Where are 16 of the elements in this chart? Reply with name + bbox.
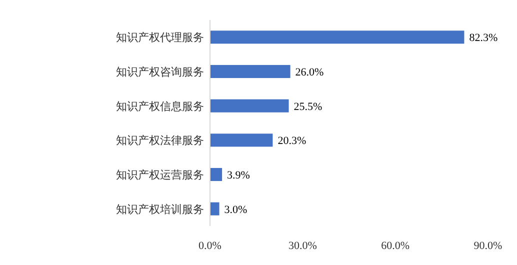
x-tick-label: 60.0% bbox=[381, 240, 410, 252]
data-label: 25.5% bbox=[294, 100, 322, 113]
data-label: 3.9% bbox=[227, 170, 250, 182]
data-label: 26.0% bbox=[295, 66, 324, 78]
data-label: 3.0% bbox=[224, 204, 248, 216]
x-tick-label: 30.0% bbox=[288, 240, 317, 252]
y-tick-label: 知识产权代理服务 bbox=[116, 31, 204, 44]
y-tick-label: 知识产权咨询服务 bbox=[116, 66, 204, 78]
y-tick-label: 知识产权培训服务 bbox=[116, 202, 204, 216]
data-label: 82.3% bbox=[469, 32, 498, 44]
data-label: 20.3% bbox=[278, 135, 306, 148]
x-tick-label: 90.0% bbox=[474, 240, 502, 252]
x-tick-label: 0.0% bbox=[198, 240, 222, 252]
y-tick-label: 知识产权运营服务 bbox=[116, 168, 204, 182]
y-tick-label: 知识产权信息服务 bbox=[116, 100, 204, 113]
y-tick-label: 知识产权法律服务 bbox=[116, 134, 204, 148]
